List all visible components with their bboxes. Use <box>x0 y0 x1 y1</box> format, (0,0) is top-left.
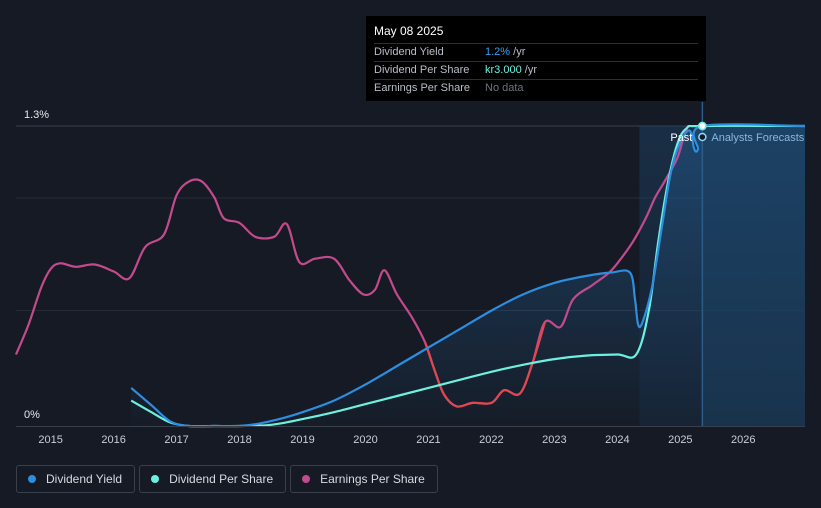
legend-item-dividend-yield[interactable]: Dividend Yield <box>16 465 136 493</box>
axes: 1.3% 0% 2015 2016 2017 2018 2019 2020 2021 2022 20… <box>16 109 805 446</box>
tooltip-row-value: kr3.000 /yr <box>485 62 537 79</box>
cursor-marker <box>698 121 707 131</box>
legend-dot-icon <box>151 475 160 483</box>
past-label: Past <box>670 132 692 144</box>
tooltip-value-number: kr3.000 <box>485 64 522 76</box>
x-tick-label: 2025 <box>668 434 692 446</box>
x-tick-label: 2020 <box>353 434 377 446</box>
tooltip-row-dividend-per-share: Dividend Per Share kr3.000 /yr <box>374 61 698 79</box>
x-tick-label: 2016 <box>101 434 125 446</box>
forecast-region <box>639 126 805 426</box>
legend-item-dividend-per-share[interactable]: Dividend Per Share <box>139 465 287 493</box>
y-tick-label-top: 1.3% <box>24 109 49 121</box>
x-tick-label: 2015 <box>38 434 62 446</box>
legend-dot-icon <box>28 475 36 483</box>
legend-dot-icon <box>302 475 311 483</box>
legend-item-earnings-per-share[interactable]: Earnings Per Share <box>290 465 438 493</box>
tooltip-row-earnings-per-share: Earnings Per Share No data <box>374 79 698 97</box>
legend-label: Earnings Per Share <box>320 472 425 486</box>
tooltip: May 08 2025 Dividend Yield 1.2% /yr Divi… <box>366 16 706 101</box>
earnings-per-share-line <box>14 125 689 408</box>
forecast-shade-future <box>702 126 805 426</box>
dividend-yield-area <box>131 124 805 427</box>
tooltip-row-dividend-yield: Dividend Yield 1.2% /yr <box>374 43 698 61</box>
tooltip-value-number: No data <box>485 82 524 94</box>
dividend-yield-line <box>130 123 806 428</box>
tooltip-row-value: No data <box>485 80 524 97</box>
x-tick-label: 2017 <box>164 434 188 446</box>
tooltip-row-label: Earnings Per Share <box>374 82 470 94</box>
tooltip-row-label: Dividend Yield <box>374 46 444 58</box>
tooltip-row-label: Dividend Per Share <box>374 64 470 76</box>
x-tick-label: 2026 <box>731 434 755 446</box>
dividend-yield-fill <box>131 124 805 427</box>
forecast-dot-icon <box>698 132 707 142</box>
x-tick-label: 2024 <box>605 434 629 446</box>
tooltip-row-value: 1.2% /yr <box>485 44 525 61</box>
x-tick-label: 2018 <box>227 434 251 446</box>
x-tick-label: 2022 <box>479 434 503 446</box>
earnings-per-share-line-low <box>424 321 546 408</box>
y-tick-label-zero: 0% <box>24 409 40 421</box>
tooltip-value-number: 1.2% <box>485 46 511 58</box>
analysts-forecasts-label: Analysts Forecasts <box>711 132 804 144</box>
cursor-markers: Past Analysts Forecasts <box>670 102 805 426</box>
legend: Dividend Yield Dividend Per Share Earnin… <box>16 465 438 493</box>
x-tick-label: 2021 <box>416 434 440 446</box>
x-tick-label: 2019 <box>290 434 314 446</box>
tooltip-value-suffix: /yr <box>510 46 526 58</box>
legend-label: Dividend Per Share <box>169 472 274 486</box>
tooltip-date: May 08 2025 <box>374 24 444 38</box>
legend-label: Dividend Yield <box>46 472 123 486</box>
x-tick-label: 2023 <box>542 434 566 446</box>
tooltip-value-suffix: /yr <box>521 64 537 76</box>
